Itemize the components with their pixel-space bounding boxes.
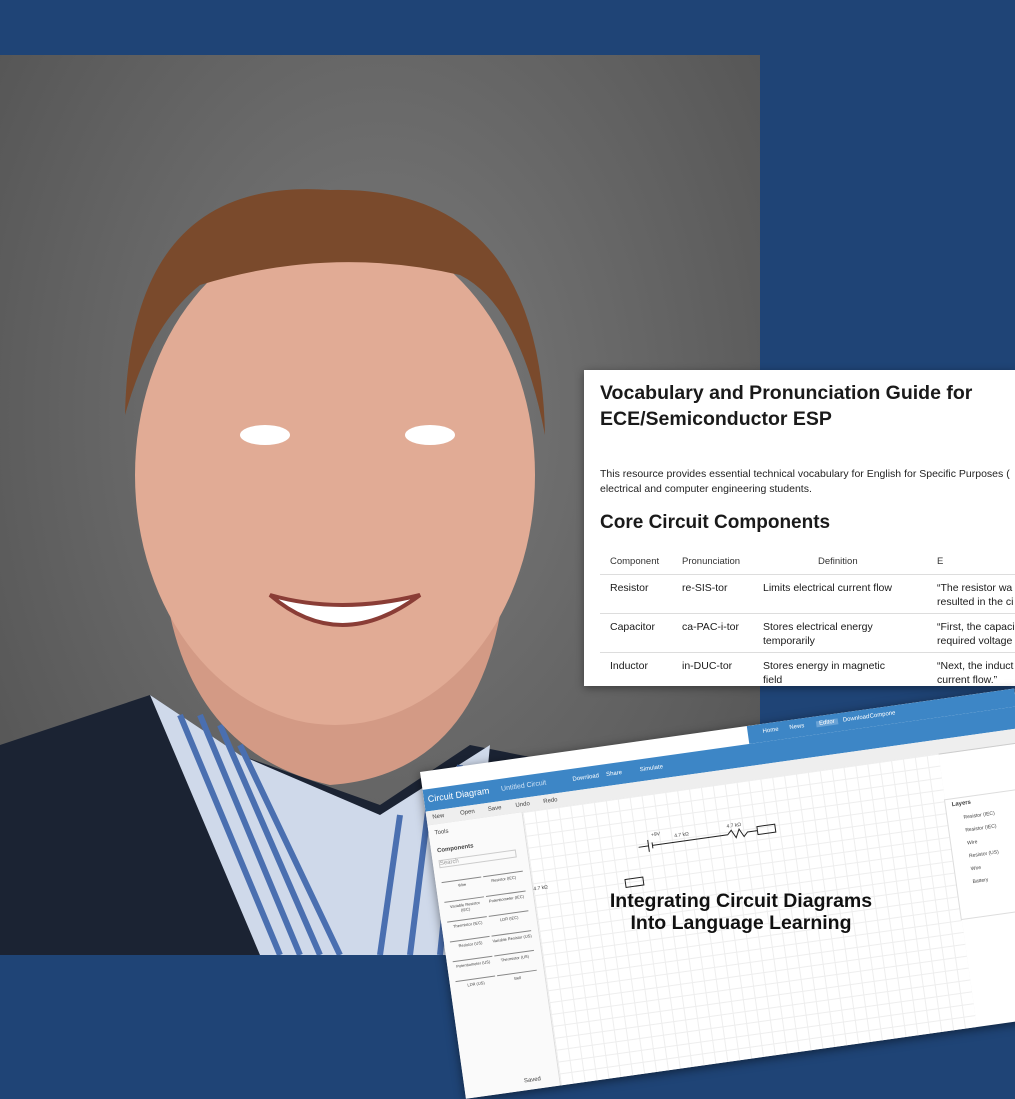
table-cell: “First, the capaci (937, 621, 1015, 633)
hair (125, 189, 545, 435)
section-heading: Core Circuit Components (600, 512, 831, 533)
table-cell: ca-PAC-i-tor (682, 621, 739, 633)
doc-title: Vocabulary and Pronunciation Guide for E… (600, 382, 973, 430)
doc-intro: This resource provides essential technic… (600, 468, 1010, 480)
face (135, 225, 535, 725)
table-cell: “The resistor wa (937, 582, 1013, 594)
table-rule (600, 574, 1015, 575)
table-header: Definition (818, 556, 858, 567)
wire (638, 828, 758, 852)
circuit-app: Home News Editor Download Compone Circuit Dia… (420, 688, 1015, 1099)
resistor (624, 876, 645, 889)
table-cell: Limits electrical current flow (763, 582, 892, 594)
table-cell: Stores energy in magnetic field (763, 660, 885, 686)
page: Vocabulary and Pronunciation Guide for E… (0, 55, 1015, 1099)
table-header: Pronunciation (682, 556, 741, 567)
table-cell: resulted in the ci (937, 596, 1014, 608)
canvas (522, 753, 977, 1086)
resistor (756, 823, 777, 836)
table-cell: Capacitor (610, 621, 655, 633)
caption-line: Integrating Circuit Diagrams (609, 890, 873, 912)
table-cell: Stores electrical energy temporarily (763, 621, 873, 647)
circuit (624, 823, 777, 889)
eye (405, 425, 455, 445)
portrait (0, 189, 760, 957)
document-card: Vocabulary and Pronunciation Guide for E… (584, 370, 1015, 686)
table-header: E (937, 556, 944, 567)
eye (240, 425, 290, 445)
smile (268, 593, 422, 627)
caption-line: Into Language Learning (630, 912, 852, 934)
caption: Integrating Circuit Diagrams Into Langua… (560, 890, 922, 934)
table-rule (600, 613, 1015, 614)
table-cell: re-SIS-tor (682, 582, 728, 594)
doc-intro: electrical and computer engineering stud… (600, 483, 812, 495)
table-rule (600, 652, 1015, 653)
table-cell: current flow.” (937, 674, 998, 686)
circuit-label: +9V (650, 831, 661, 839)
table-cell: required voltage (937, 635, 1013, 647)
table-cell: “Next, the induct (937, 660, 1014, 672)
table-cell: Resistor (610, 582, 649, 594)
table-header: Component (610, 556, 660, 567)
table-cell: in-DUC-tor (682, 660, 733, 672)
table-cell: Inductor (610, 660, 648, 672)
